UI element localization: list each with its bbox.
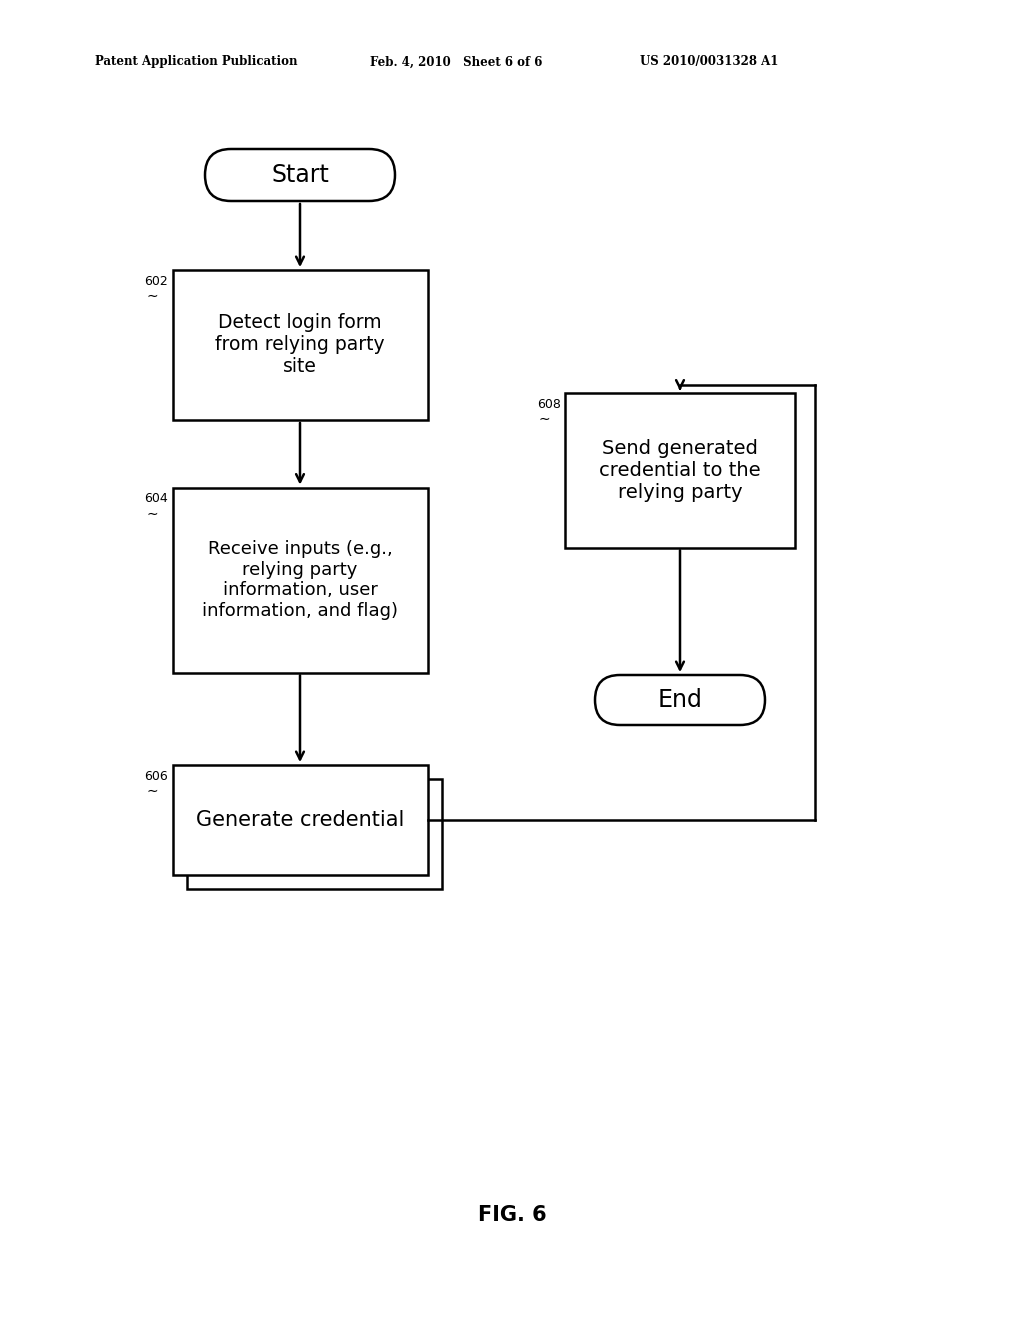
Text: Feb. 4, 2010   Sheet 6 of 6: Feb. 4, 2010 Sheet 6 of 6 bbox=[370, 55, 543, 69]
Text: FIG. 6: FIG. 6 bbox=[477, 1205, 547, 1225]
Text: ∼: ∼ bbox=[146, 784, 158, 799]
Text: 608: 608 bbox=[537, 397, 561, 411]
Text: Start: Start bbox=[271, 162, 329, 187]
Text: 602: 602 bbox=[144, 275, 168, 288]
Text: ∼: ∼ bbox=[539, 412, 551, 425]
Text: Send generated
credential to the
relying party: Send generated credential to the relying… bbox=[599, 438, 761, 502]
Bar bbox=[172, 487, 427, 672]
Text: Detect login form
from relying party
site: Detect login form from relying party sit… bbox=[215, 314, 385, 376]
FancyBboxPatch shape bbox=[595, 675, 765, 725]
Bar bbox=[186, 779, 441, 888]
Text: 604: 604 bbox=[144, 492, 168, 506]
Text: ∼: ∼ bbox=[146, 507, 158, 520]
Text: 606: 606 bbox=[144, 770, 168, 783]
Text: End: End bbox=[657, 688, 702, 711]
Text: US 2010/0031328 A1: US 2010/0031328 A1 bbox=[640, 55, 778, 69]
Text: Generate credential: Generate credential bbox=[196, 810, 404, 830]
Text: Patent Application Publication: Patent Application Publication bbox=[95, 55, 298, 69]
Text: ∼: ∼ bbox=[146, 289, 158, 304]
FancyBboxPatch shape bbox=[205, 149, 395, 201]
Bar bbox=[565, 392, 795, 548]
Bar bbox=[172, 271, 427, 420]
Text: Receive inputs (e.g.,
relying party
information, user
information, and flag): Receive inputs (e.g., relying party info… bbox=[202, 540, 398, 620]
Bar bbox=[172, 766, 427, 875]
